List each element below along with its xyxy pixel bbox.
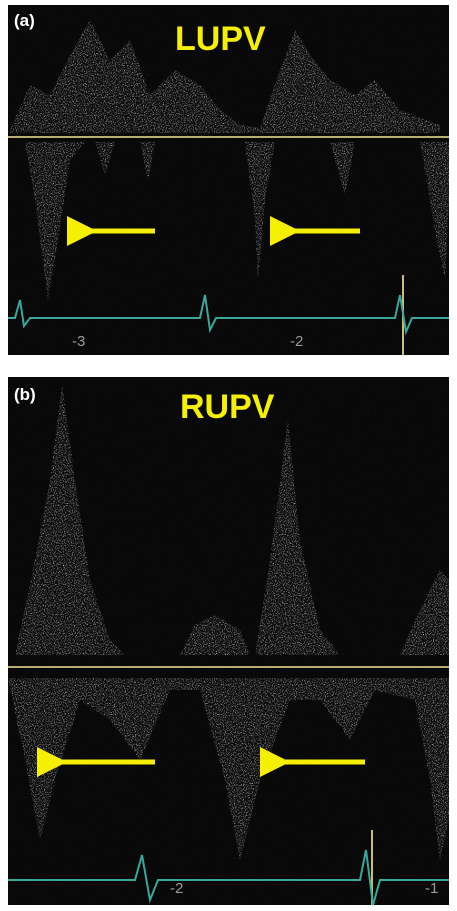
time-tick: -1 <box>425 880 438 897</box>
ecg-trace <box>8 294 449 336</box>
time-tick: -2 <box>170 880 183 897</box>
ecg-trace <box>8 849 449 906</box>
time-tick: -3 <box>72 333 85 350</box>
panel-label: (a) <box>14 11 35 30</box>
panel-title: LUPV <box>175 20 266 58</box>
spectral-signal <box>8 385 449 860</box>
time-tick: -2 <box>290 333 303 350</box>
panel-a: (a) LUPV -3 -2 <box>8 5 449 355</box>
panel-label: (b) <box>14 385 36 404</box>
panel-title: RUPV <box>180 388 275 426</box>
spectral-signal <box>10 20 449 300</box>
panel-b: (b) RUPV -2 -1 <box>8 377 449 906</box>
